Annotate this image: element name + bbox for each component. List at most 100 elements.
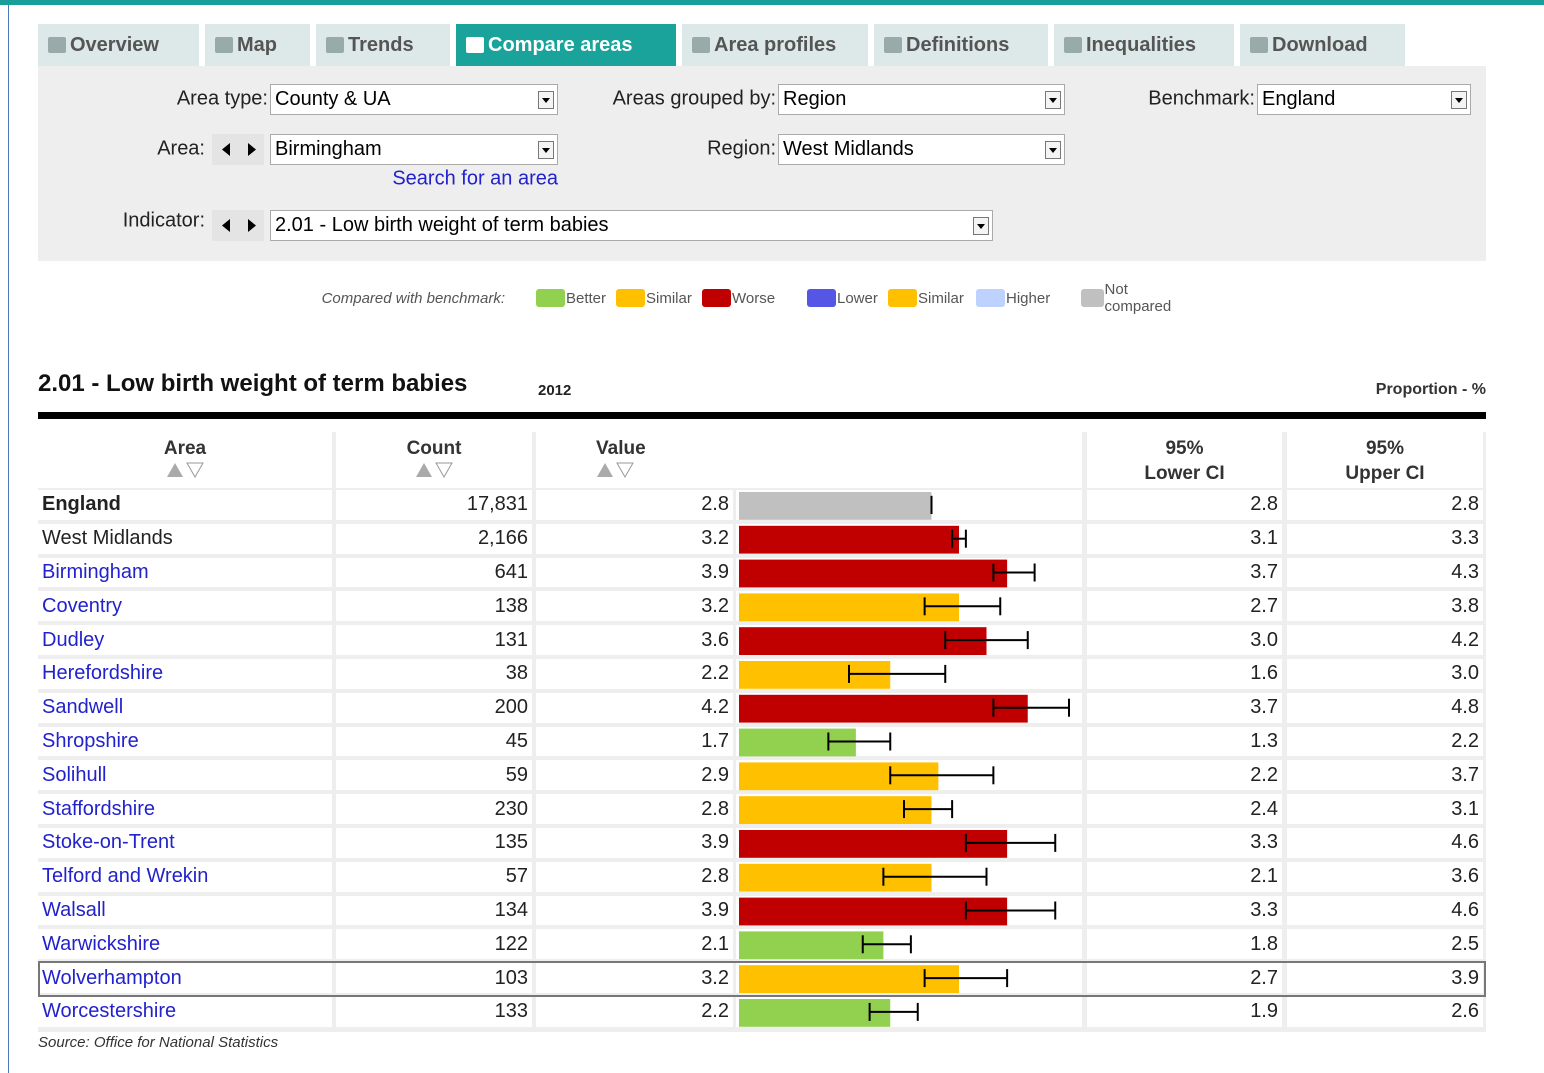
upper-ci: 4.3 — [1451, 560, 1479, 583]
legend-text: Worse — [732, 289, 776, 307]
area-link[interactable]: Herefordshire — [42, 662, 164, 685]
tab[interactable]: Download — [1240, 24, 1405, 66]
tab-label: Definitions — [906, 33, 1010, 56]
lower-ci: 2.7 — [1250, 966, 1278, 989]
legend-text: Similar — [646, 289, 692, 307]
sort-icons[interactable] — [596, 461, 634, 479]
area-cell: Shropshire — [38, 726, 332, 757]
count-cell: 17,831 — [336, 490, 532, 520]
upper-ci: 3.9 — [1451, 966, 1479, 989]
header-text: Value — [596, 438, 646, 459]
select[interactable]: Birmingham — [270, 134, 558, 165]
area-link[interactable]: Coventry — [42, 594, 123, 617]
upper-ci: 4.2 — [1451, 628, 1479, 651]
label: Indicator: — [122, 209, 205, 232]
count: 122 — [494, 932, 528, 955]
lower-ci: 1.3 — [1250, 729, 1278, 752]
area-cell: Telford and Wrekin — [38, 861, 332, 892]
tab[interactable]: Map — [205, 24, 310, 66]
header-text: Area — [163, 438, 207, 459]
prev-next[interactable] — [212, 210, 264, 241]
select-value: County & UA — [275, 88, 391, 110]
area-link[interactable]: Warwickshire — [42, 932, 161, 955]
column-header[interactable]: Area — [38, 432, 332, 488]
select[interactable]: 2.01 - Low birth weight of term babies — [270, 210, 993, 241]
prev-next[interactable] — [212, 134, 264, 165]
bar — [739, 492, 932, 520]
lower-ci-cell: 3.7 — [1087, 692, 1282, 723]
upper-ci-cell: 4.3 — [1287, 557, 1483, 588]
select[interactable]: County & UA — [270, 84, 558, 115]
area-cell: Worcestershire — [38, 997, 332, 1027]
value-cell: 2.8 — [536, 794, 733, 824]
area-link[interactable]: Walsall — [42, 898, 106, 921]
area-link[interactable]: Dudley — [42, 628, 105, 651]
lower-ci: 2.2 — [1250, 763, 1278, 786]
area-link[interactable]: Solihull — [42, 763, 107, 786]
lower-ci-cell: 2.8 — [1087, 490, 1282, 520]
count: 135 — [494, 831, 528, 854]
value-cell: 3.2 — [536, 523, 733, 554]
selected-outline — [38, 961, 1486, 997]
upper-ci: 2.6 — [1451, 1000, 1479, 1023]
area-link[interactable]: Shropshire — [42, 729, 139, 752]
value-cell: 2.1 — [536, 929, 733, 960]
left-border — [8, 5, 9, 1073]
select[interactable]: Region — [778, 84, 1065, 115]
column-header[interactable]: Count — [336, 432, 532, 488]
bar — [739, 694, 1028, 723]
lower-ci-cell: 1.8 — [1087, 929, 1282, 960]
legend-swatch — [976, 289, 1005, 307]
tab-icon — [215, 37, 233, 53]
legend-text: Better — [566, 289, 607, 307]
area-link[interactable]: Telford and Wrekin — [42, 865, 209, 888]
search-link[interactable]: Search for an area — [392, 167, 558, 190]
count-cell: 641 — [336, 557, 532, 588]
tab[interactable]: Inequalities — [1054, 24, 1234, 66]
value: 2.1 — [701, 932, 729, 955]
upper-ci-cell: 3.3 — [1287, 523, 1483, 554]
lower-ci-cell: 3.0 — [1087, 625, 1282, 655]
legend-swatch — [1081, 289, 1104, 307]
select[interactable]: West Midlands — [778, 134, 1065, 165]
count: 134 — [494, 898, 528, 921]
tab-icon — [48, 37, 66, 53]
label: Benchmark: — [1148, 87, 1255, 110]
area-link[interactable]: Staffordshire — [42, 797, 156, 820]
value: 2.2 — [701, 662, 729, 685]
value-cell: 2.2 — [536, 659, 733, 689]
upper-ci: 2.5 — [1451, 932, 1479, 955]
sort-icons[interactable] — [415, 461, 453, 479]
area-link[interactable]: Worcestershire — [42, 1000, 177, 1023]
upper-ci-cell: 3.7 — [1287, 760, 1483, 791]
column-header[interactable]: Value — [536, 432, 1082, 488]
count-cell: 134 — [336, 895, 532, 926]
tab[interactable]: Definitions — [874, 24, 1048, 66]
area-link[interactable]: Stoke-on-Trent — [42, 831, 175, 854]
upper-ci-cell: 2.6 — [1287, 997, 1483, 1027]
sort-up — [416, 463, 432, 477]
area-link[interactable]: Wolverhampton — [42, 966, 182, 989]
lower-ci: 2.8 — [1250, 493, 1278, 516]
sort-icons[interactable] — [166, 461, 204, 479]
tab[interactable]: Area profiles — [682, 24, 868, 66]
value-cell: 3.2 — [536, 963, 733, 993]
value-cell: 3.9 — [536, 828, 733, 858]
upper-ci: 2.2 — [1451, 729, 1479, 752]
tab[interactable]: Trends — [316, 24, 450, 66]
value: 4.2 — [701, 696, 729, 719]
tab[interactable]: Overview — [38, 24, 199, 66]
tab[interactable]: Compare areas — [456, 24, 676, 66]
select-value: West Midlands — [783, 138, 914, 160]
upper-ci: 3.8 — [1451, 594, 1479, 617]
legend-text: Similar — [918, 289, 964, 307]
select[interactable]: England — [1257, 84, 1471, 115]
area-cell: Wolverhampton — [38, 963, 332, 993]
area-link[interactable]: Sandwell — [42, 696, 124, 719]
value-cell: 2.8 — [536, 861, 733, 892]
value: 2.8 — [701, 493, 729, 516]
area-link[interactable]: Birmingham — [42, 560, 149, 583]
legend-text: Lower — [837, 289, 878, 307]
bar — [739, 931, 884, 960]
count-cell: 59 — [336, 760, 532, 791]
